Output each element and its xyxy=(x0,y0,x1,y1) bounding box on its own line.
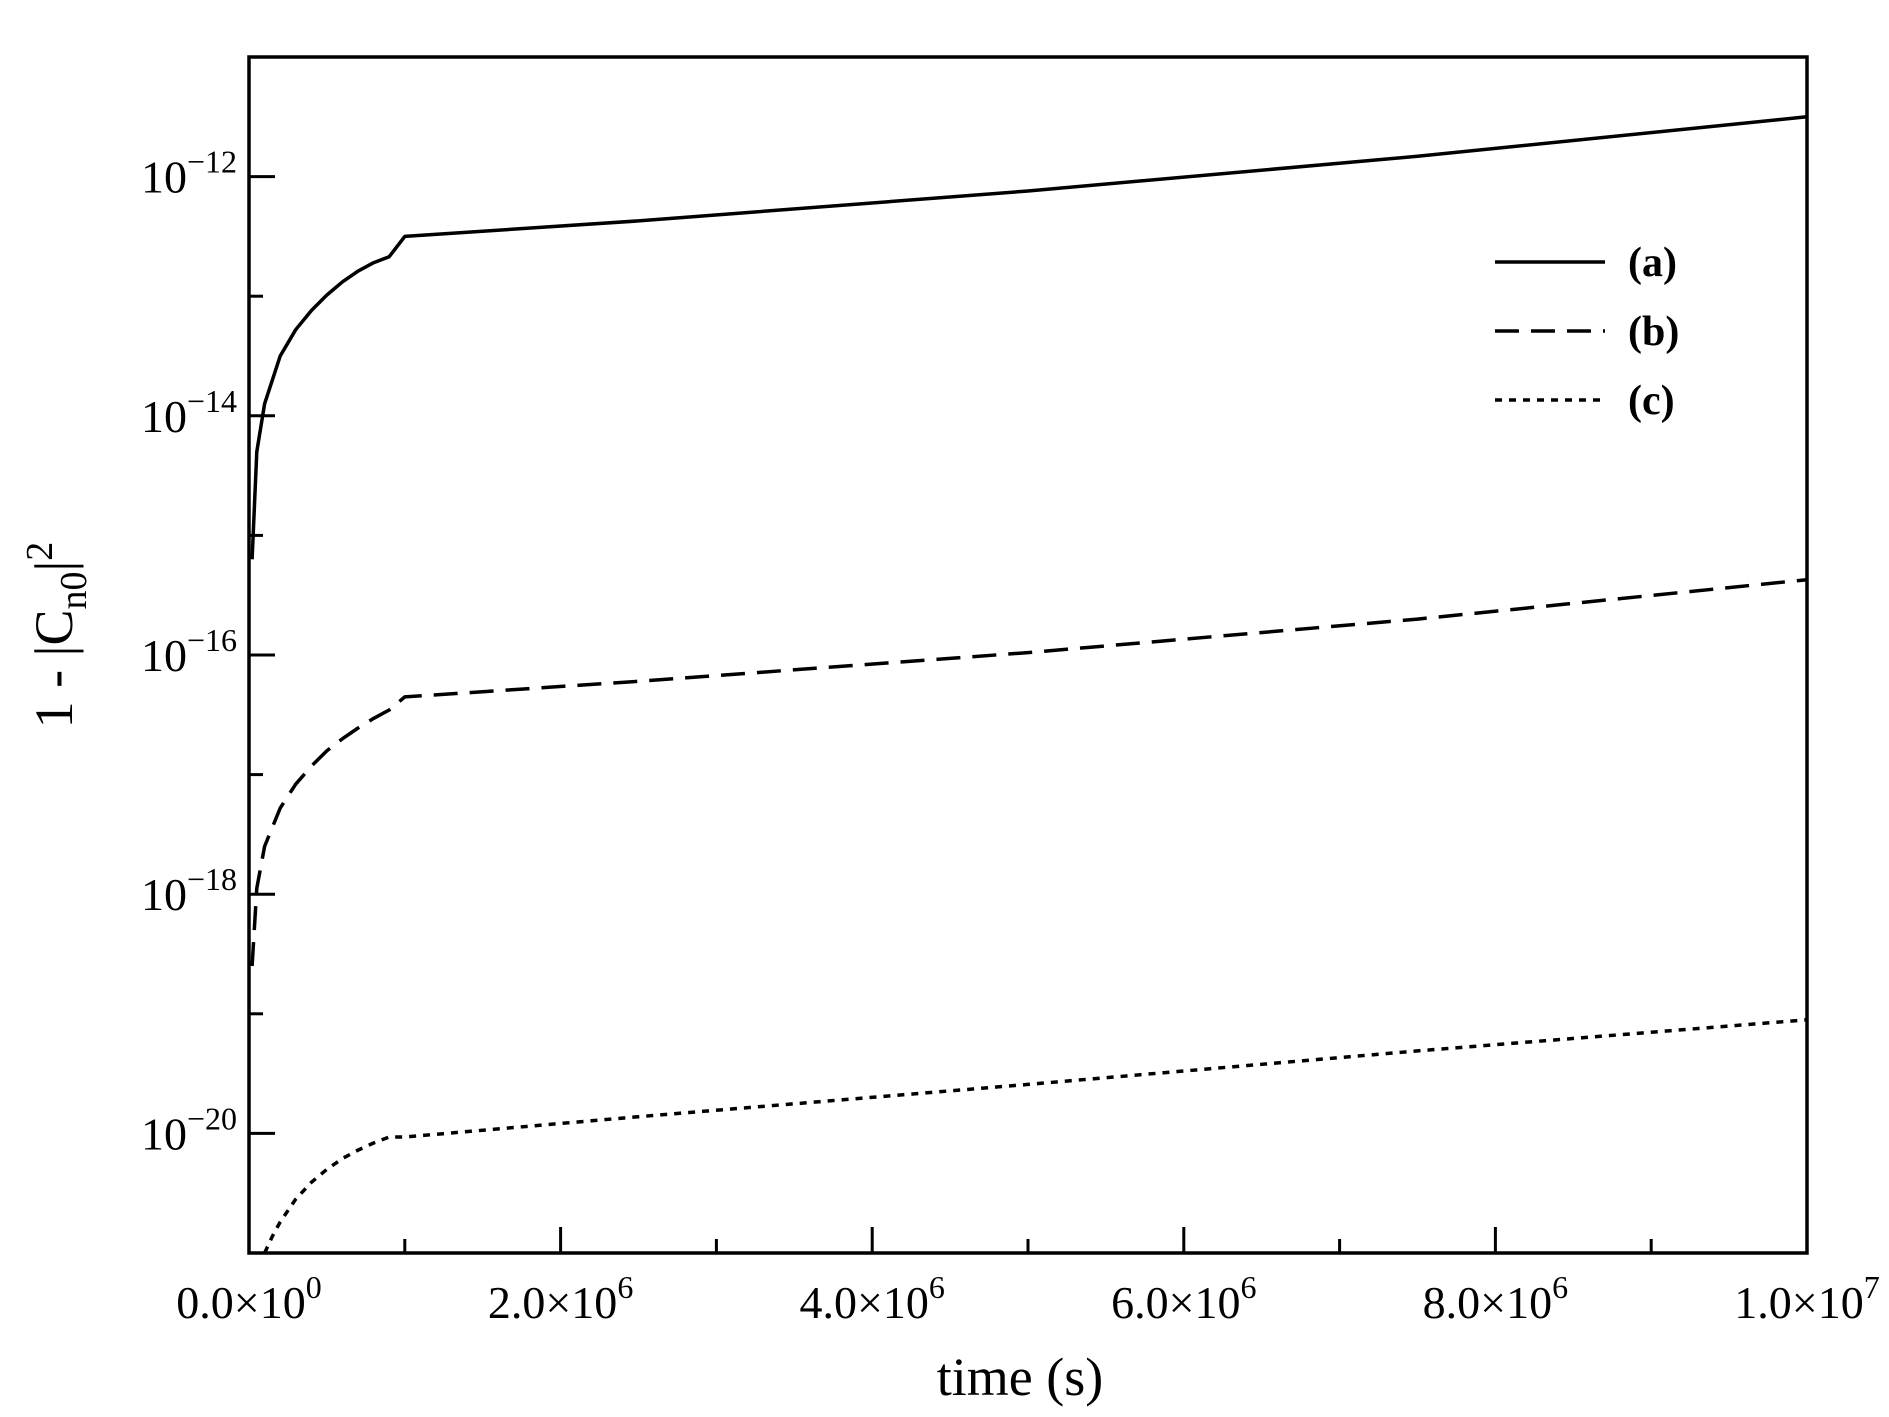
x-tick-label: 1.0×107 xyxy=(1734,1269,1879,1328)
x-tick-exponent: 6 xyxy=(1241,1269,1257,1305)
y-tick-label: 10−16 xyxy=(141,622,237,681)
plot-frame xyxy=(247,55,1809,1255)
x-tick-times: ×10 xyxy=(1792,1277,1864,1328)
y-tick-label: 10−12 xyxy=(141,144,237,203)
series-line-1 xyxy=(250,577,1808,967)
x-tick-exponent: 7 xyxy=(1864,1269,1880,1305)
y-tick-label: 10−18 xyxy=(141,861,237,920)
legend-label: (b) xyxy=(1628,309,1679,355)
tick-layer: 0.0×100 2.0×106 4.0×106 6.0×106 8.0×106 1.0×1… xyxy=(141,144,1880,1328)
x-tick-label: 2.0×106 xyxy=(488,1269,633,1328)
x-tick-mantissa: 6.0 xyxy=(1111,1277,1169,1328)
legend-label: (c) xyxy=(1628,378,1675,424)
y-tick-base: 10 xyxy=(141,630,187,681)
x-tick-mantissa: 8.0 xyxy=(1423,1277,1481,1328)
y-tick-exponent: −12 xyxy=(187,144,237,180)
x-tick-exponent: 6 xyxy=(929,1269,945,1305)
y-axis-label-subscript: n0 xyxy=(53,572,95,610)
y-axis-label-superscript: 2 xyxy=(19,542,61,561)
x-tick-times: ×10 xyxy=(1480,1277,1552,1328)
y-tick-exponent: −16 xyxy=(187,622,237,658)
x-tick-times: ×10 xyxy=(1169,1277,1241,1328)
legend: (a) (b) (c) xyxy=(1495,240,1679,424)
x-tick-label: 8.0×106 xyxy=(1423,1269,1568,1328)
y-axis-label-lead: 1 - |C xyxy=(24,610,84,729)
series-line-2 xyxy=(263,1018,1808,1254)
y-tick-exponent: −20 xyxy=(187,1100,237,1136)
x-tick-exponent: 0 xyxy=(306,1269,322,1305)
y-tick-label: 10−14 xyxy=(141,383,237,442)
x-tick-exponent: 6 xyxy=(1552,1269,1568,1305)
x-tick-label: 4.0×106 xyxy=(799,1269,944,1328)
x-tick-times: ×10 xyxy=(857,1277,929,1328)
x-tick-mantissa: 2.0 xyxy=(488,1277,546,1328)
y-tick-exponent: −14 xyxy=(187,383,237,419)
y-tick-base: 10 xyxy=(141,391,187,442)
y-tick-exponent: −18 xyxy=(187,861,237,897)
series-line-0 xyxy=(250,115,1808,560)
y-tick-base: 10 xyxy=(141,869,187,920)
legend-label: (a) xyxy=(1628,240,1677,286)
x-tick-label: 6.0×106 xyxy=(1111,1269,1256,1328)
x-axis-label: time (s) xyxy=(937,1347,1103,1407)
x-tick-times: ×10 xyxy=(234,1277,306,1328)
x-tick-mantissa: 4.0 xyxy=(799,1277,857,1328)
x-tick-mantissa: 0.0 xyxy=(176,1277,234,1328)
x-tick-exponent: 6 xyxy=(617,1269,633,1305)
y-tick-base: 10 xyxy=(141,1108,187,1159)
y-axis-label: 1 - |Cn0|2 xyxy=(19,542,95,729)
y-tick-base: 10 xyxy=(141,152,187,203)
x-tick-mantissa: 1.0 xyxy=(1734,1277,1792,1328)
series-layer xyxy=(250,115,1808,1254)
y-tick-label: 10−20 xyxy=(141,1100,237,1159)
x-tick-times: ×10 xyxy=(545,1277,617,1328)
y-axis-label-close: | xyxy=(24,561,84,572)
x-tick-label: 0.0×100 xyxy=(176,1269,321,1328)
